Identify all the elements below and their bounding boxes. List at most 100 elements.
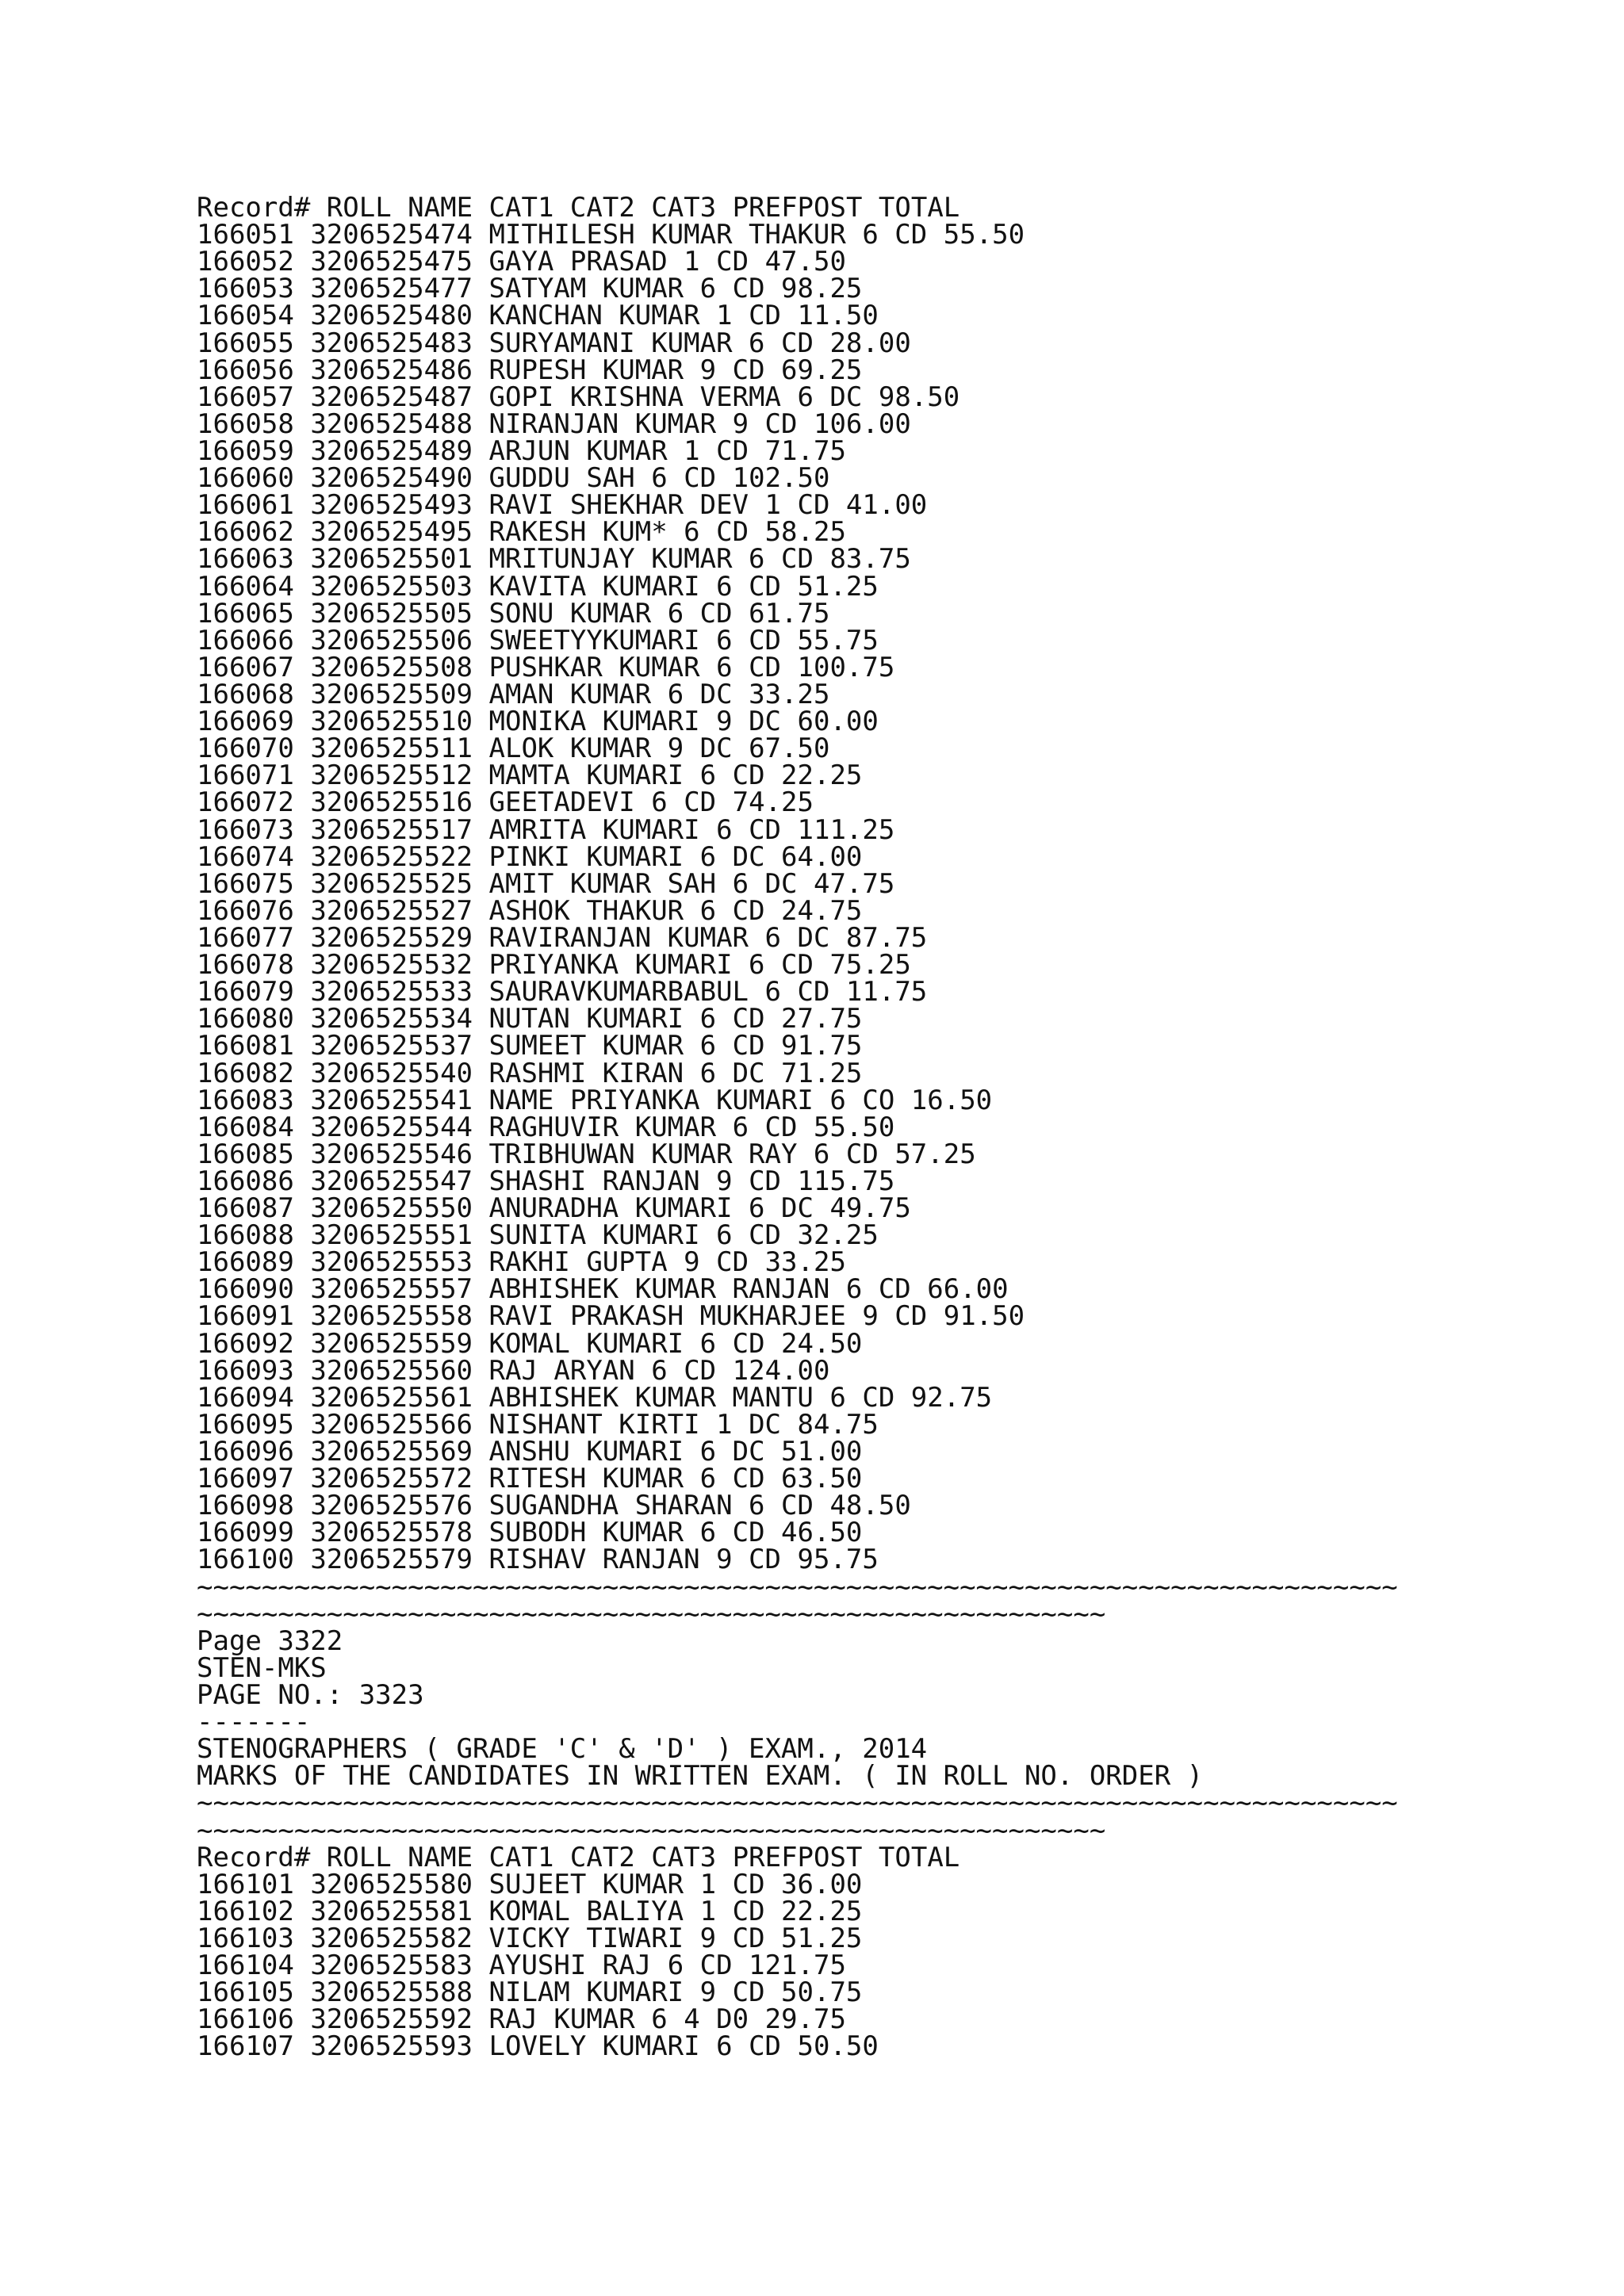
document-page: Record# ROLL NAME CAT1 CAT2 CAT3 PREFPOST TOTAL… — [197, 194, 1398, 2061]
table-row: 166077 3206525529 RAVIRANJAN KUMAR 6 DC 87.75 — [197, 924, 1398, 951]
candidate-name: VICKY TIWARI — [488, 1923, 684, 1954]
prefpost: CD — [878, 1273, 911, 1306]
column-header: Record# — [197, 192, 311, 224]
record-number: 166100 — [197, 1544, 294, 1576]
candidate-name: MITHILESH KUMAR THAKUR — [488, 219, 846, 251]
category: 6 — [699, 1003, 717, 1035]
prefpost: CD — [716, 246, 749, 278]
category: 6 — [667, 678, 684, 710]
record-number: 166068 — [197, 678, 294, 710]
category: 6 — [716, 651, 733, 683]
table-row: 166084 3206525544 RAGHUVIR KUMAR 6 CD 55.50 — [197, 1114, 1398, 1141]
total-marks: 91.50 — [943, 1300, 1025, 1333]
prefpost: DC — [764, 867, 798, 900]
prefpost: CD — [732, 1868, 765, 1900]
table-row: 166083 3206525541 NAME PRIYANKA KUMARI 6 CO 1… — [197, 1087, 1398, 1114]
category: 6 — [699, 1517, 717, 1549]
total-marks: 111.25 — [797, 813, 895, 846]
roll-number: 3206525474 — [310, 219, 473, 251]
total-marks: 51.25 — [781, 1923, 863, 1954]
record-number: 166079 — [197, 976, 294, 1008]
roll-number: 3206525493 — [310, 489, 473, 522]
category: 6 — [749, 1192, 765, 1225]
prefpost: CD — [797, 489, 830, 522]
table-row: 166097 3206525572 RITESH KUMAR 6 CD 63.50 — [197, 1465, 1398, 1492]
candidate-name: RAJ KUMAR — [488, 2003, 635, 2036]
total-marks: 16.50 — [910, 1084, 993, 1116]
table-row: 166100 3206525579 RISHAV RANJAN 9 CD 95.75 — [197, 1546, 1398, 1573]
roll-number: 3206525483 — [310, 327, 473, 359]
category: 9 — [716, 1544, 733, 1576]
candidate-name: SURYAMANI KUMAR — [488, 327, 733, 359]
category: 6 — [699, 273, 717, 305]
candidate-name: SUNITA KUMARI — [488, 1219, 700, 1252]
roll-number: 3206525560 — [310, 1354, 473, 1387]
record-number: 166070 — [197, 733, 294, 765]
record-number: 166104 — [197, 1950, 294, 1982]
total-marks: 55.50 — [813, 1111, 895, 1143]
record-number: 166051 — [197, 219, 294, 251]
candidate-name: KOMAL BALIYA — [488, 1895, 684, 1927]
roll-number: 3206525533 — [310, 976, 473, 1008]
category: 1 — [699, 1868, 717, 1900]
table-row: 166092 3206525559 KOMAL KUMARI 6 CD 24.50 — [197, 1330, 1398, 1357]
separator-line: ~~~~~~~~~~~~~~~~~~~~~~~~~~~~~~~~~~~~~~~~… — [197, 1787, 1398, 1820]
category: 9 — [699, 1923, 717, 1954]
candidate-name: NUTAN KUMARI — [488, 1003, 684, 1035]
record-number: 166082 — [197, 1057, 294, 1089]
prefpost: CD — [749, 1165, 782, 1197]
roll-number: 3206525503 — [310, 570, 473, 603]
category: 6 — [699, 894, 717, 927]
table-row: 166051 3206525474 MITHILESH KUMAR THAKUR 6 C… — [197, 221, 1398, 248]
roll-number: 3206525559 — [310, 1327, 473, 1360]
total-marks: 121.75 — [749, 1950, 846, 1982]
record-number: 166060 — [197, 462, 294, 495]
table-row: 166052 3206525475 GAYA PRASAD 1 CD 47.50 — [197, 248, 1398, 275]
category: 6 — [749, 1490, 765, 1522]
roll-number: 3206525508 — [310, 651, 473, 683]
category: 6 — [699, 760, 717, 792]
total-marks: 91.75 — [781, 1030, 863, 1062]
category: 9 — [699, 1976, 717, 2009]
category-2: 4 — [684, 2003, 700, 2036]
table-row: 166058 3206525488 NIRANJAN KUMAR 9 CD 106.00 — [197, 411, 1398, 438]
record-number: 166055 — [197, 327, 294, 359]
table-row: 166076 3206525527 ASHOK THAKUR 6 CD 24.75 — [197, 897, 1398, 924]
candidate-name: SHASHI RANJAN — [488, 1165, 700, 1197]
category: 6 — [797, 381, 814, 413]
column-header-row: Record# ROLL NAME CAT1 CAT2 CAT3 PREFPOST TOTAL — [197, 194, 1398, 221]
candidate-name: ASHOK THAKUR — [488, 894, 684, 927]
table-row: 166068 3206525509 AMAN KUMAR 6 DC 33.25 — [197, 681, 1398, 708]
prefpost: DC — [749, 706, 782, 738]
table-row: 166102 3206525581 KOMAL BALIYA 1 CD 22.25 — [197, 1898, 1398, 1925]
record-number: 166076 — [197, 894, 294, 927]
total-marks: 66.00 — [927, 1273, 1009, 1306]
roll-number: 3206525517 — [310, 813, 473, 846]
prefpost: CD — [716, 1246, 749, 1279]
total-marks: 84.75 — [797, 1408, 879, 1441]
candidate-name: SUJEET KUMAR — [488, 1868, 684, 1900]
prefpost: CD — [732, 1030, 765, 1062]
table-row: 166055 3206525483 SURYAMANI KUMAR 6 CD 28.00 — [197, 327, 1398, 359]
category: 6 — [764, 976, 781, 1008]
record-number: 166054 — [197, 300, 294, 332]
prefpost: CD — [684, 1354, 717, 1387]
roll-number: 3206525569 — [310, 1436, 473, 1468]
total-marks: 98.50 — [878, 381, 960, 413]
category: 6 — [845, 1273, 863, 1306]
category: 6 — [684, 516, 700, 549]
table-row: 166063 3206525501 MRITUNJAY KUMAR 6 CD 83.75 — [197, 545, 1398, 572]
category: 6 — [829, 1381, 846, 1414]
total-marks: 83.75 — [829, 543, 911, 576]
candidate-name: ARJUN KUMAR — [488, 434, 668, 467]
record-number: 166091 — [197, 1300, 294, 1333]
total-marks: 47.75 — [813, 867, 895, 900]
report-title: STENOGRAPHERS ( GRADE 'C' & 'D' ) EXAM.,… — [197, 1733, 928, 1766]
roll-number: 3206525489 — [310, 434, 473, 467]
total-marks: 87.75 — [845, 921, 928, 954]
prefpost: CD — [749, 570, 782, 603]
candidate-name: RAKHI GUPTA — [488, 1246, 668, 1279]
total-marks: 49.75 — [829, 1192, 911, 1225]
prefpost: CD — [732, 1517, 765, 1549]
column-header: TOTAL — [878, 192, 960, 224]
